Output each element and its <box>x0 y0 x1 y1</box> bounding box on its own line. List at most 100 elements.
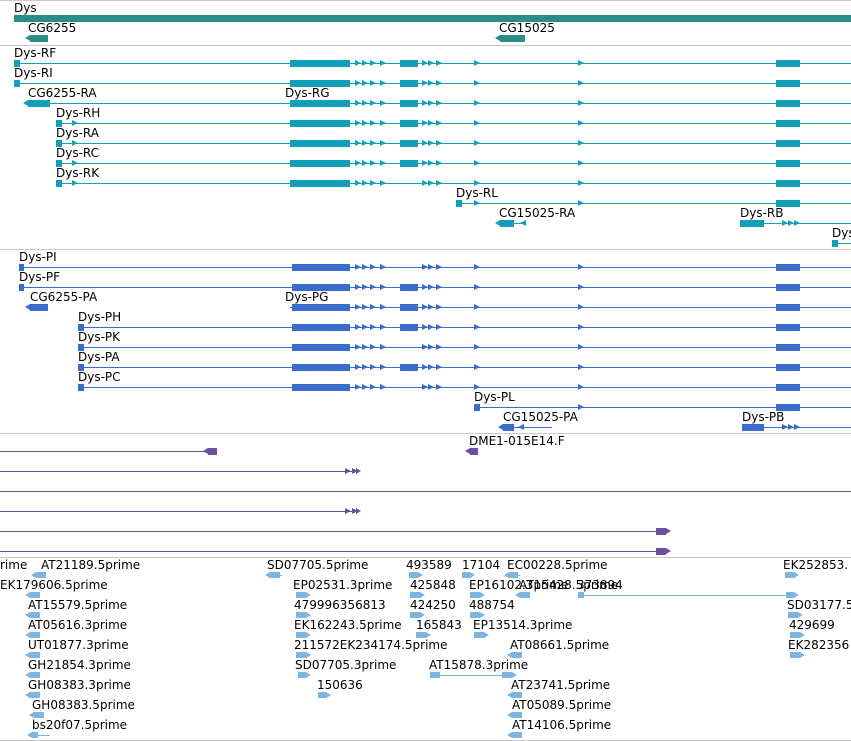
strand-arrow <box>422 80 428 86</box>
strand-arrow <box>788 160 794 166</box>
strand-end-arrow <box>306 592 311 598</box>
exon-block <box>34 712 44 718</box>
strand-arrow <box>578 140 584 146</box>
strand-end-arrow <box>495 220 500 226</box>
strand-end-arrow <box>25 632 30 638</box>
strand-arrow <box>794 200 800 206</box>
strand-arrow <box>788 80 794 86</box>
strand-arrow <box>578 60 584 66</box>
strand-arrow <box>788 324 794 330</box>
exon-block <box>14 15 851 22</box>
feature-label: AT21189.5prime <box>41 558 141 572</box>
strand-end-arrow <box>742 424 748 430</box>
exon-block <box>292 264 350 271</box>
strand-arrow <box>355 284 361 290</box>
exon-block <box>30 652 40 658</box>
strand-end-arrow <box>78 344 84 350</box>
feature-line <box>78 327 851 328</box>
strand-arrow <box>355 60 361 66</box>
strand-arrow <box>788 364 794 370</box>
exon-block <box>290 80 350 87</box>
strand-arrow <box>794 344 800 350</box>
strand-arrow <box>474 304 480 310</box>
strand-arrow <box>578 324 584 330</box>
feature-label: Dys-PH <box>78 310 122 324</box>
feature-label: Dys-PL <box>474 390 515 404</box>
strand-arrow <box>428 324 434 330</box>
exon-block <box>400 324 418 331</box>
strand-arrow <box>370 344 376 350</box>
strand-arrow <box>355 160 361 166</box>
feature-line <box>56 183 851 184</box>
strand-arrow <box>355 364 361 370</box>
strand-arrow <box>474 364 480 370</box>
strand-arrow <box>362 140 368 146</box>
exon-block <box>512 652 522 658</box>
strand-arrow <box>782 200 788 206</box>
strand-arrow <box>788 120 794 126</box>
strand-arrow <box>370 80 376 86</box>
exon-block <box>298 672 306 678</box>
exon-block <box>30 612 40 618</box>
exon-block <box>400 80 418 87</box>
strand-arrow <box>428 364 434 370</box>
feature-label: GH08383.5prime <box>32 698 135 712</box>
exon-block <box>520 592 530 598</box>
feature-line <box>56 143 851 144</box>
exon-block <box>790 632 800 638</box>
feature-label: Dys-RB <box>740 206 784 220</box>
exon-block <box>502 672 512 678</box>
exon-block <box>470 448 478 455</box>
feature-label: Dys-RF <box>14 46 57 60</box>
feature-label: CG15025-RA <box>499 206 576 220</box>
strand-arrow <box>782 180 788 186</box>
strand-end-arrow <box>326 692 331 698</box>
strand-arrow <box>782 60 788 66</box>
exon-block <box>416 632 426 638</box>
strand-arrow <box>436 324 442 330</box>
exon-block <box>208 448 217 455</box>
feature-label: CG6255-RA <box>28 86 97 100</box>
feature-line <box>290 307 851 308</box>
strand-arrow <box>782 140 788 146</box>
strand-arrow <box>436 60 442 66</box>
strand-arrow <box>518 424 524 430</box>
strand-arrow <box>422 60 428 66</box>
exon-block <box>400 364 418 371</box>
feature-label: 373894 <box>577 578 623 592</box>
exon-block <box>500 220 514 227</box>
strand-arrow <box>578 180 584 186</box>
strand-arrow <box>794 180 800 186</box>
strand-arrow <box>782 100 788 106</box>
feature-label: UT01877.3prime <box>28 638 129 652</box>
strand-arrow <box>578 160 584 166</box>
strand-arrow <box>782 264 788 270</box>
exon-block <box>788 612 798 618</box>
strand-arrow <box>436 284 442 290</box>
strand-arrow <box>782 424 788 430</box>
feature-label: Dys-RI <box>14 66 53 80</box>
strand-end-arrow <box>480 612 485 618</box>
exon-block <box>290 100 350 107</box>
strand-arrow <box>782 344 788 350</box>
strand-arrow <box>355 100 361 106</box>
feature-label: Dys <box>832 226 851 240</box>
feature-label: Dys-RA <box>56 126 99 140</box>
strand-arrow <box>370 60 376 66</box>
feature-label: CG6255 <box>28 21 77 35</box>
strand-arrow <box>794 284 800 290</box>
feature-label: AT15579.5prime <box>28 598 128 612</box>
feature-label: bs20f07.5prime <box>32 718 128 732</box>
feature-line <box>56 163 851 164</box>
feature-label: AT05616.3prime <box>28 618 128 632</box>
exon-block <box>400 304 418 311</box>
feature-label: 493589 <box>406 558 452 572</box>
strand-arrow <box>788 284 794 290</box>
exon-block <box>30 304 48 311</box>
feature-label: Dys-PK <box>78 330 121 344</box>
feature-line <box>430 675 512 676</box>
strand-arrow <box>380 180 386 186</box>
strand-arrow <box>782 404 788 410</box>
exon-block <box>30 592 40 598</box>
